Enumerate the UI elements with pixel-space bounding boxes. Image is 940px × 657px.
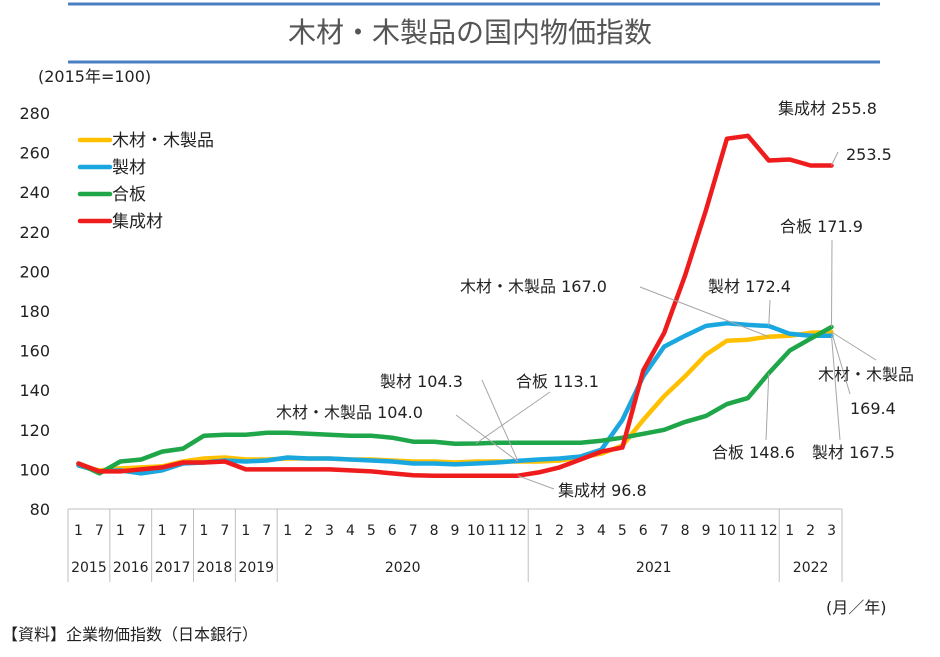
annotation-leader [831,331,877,361]
y-tick-label: 160 [19,342,50,361]
x-month-label: 11 [488,523,506,539]
x-month-label: 5 [618,523,627,539]
x-month-label: 1 [785,523,794,539]
annotation-label: 製材 167.5 [812,443,895,462]
x-month-label: 7 [262,523,271,539]
legend-label: 製材 [112,158,146,178]
x-month-label: 7 [179,523,188,539]
annotation-leader [475,391,551,444]
annotation-label: 木材・木製品 104.0 [276,403,423,422]
y-tick-label: 200 [19,262,50,281]
series-line-2 [76,324,834,476]
y-tick-label: 120 [19,421,50,440]
legend-label: 木材・木製品 [112,131,214,151]
y-tick-label: 140 [19,381,50,400]
x-month-label: 1 [116,523,125,539]
x-month-label: 4 [597,523,606,539]
x-month-label: 1 [534,523,543,539]
x-month-label: 10 [467,523,485,539]
x-month-label: 1 [283,523,292,539]
annotation-label: 集成材 96.8 [558,481,647,500]
annotation-label: 製材 172.4 [708,277,791,296]
legend-label: 集成材 [112,212,163,232]
x-month-label: 4 [346,523,355,539]
y-axis: 80 100 120 140 160 180 200 220 240 260 280 [19,104,50,519]
x-month-label: 5 [367,523,376,539]
x-month-label: 8 [681,523,690,539]
unit-label: (2015年=100) [38,67,151,86]
y-tick-label: 100 [19,460,50,479]
x-year-label: 2015 [71,560,107,576]
x-year-label: 2018 [197,560,233,576]
x-month-label: 6 [639,523,648,539]
x-axis: 1 7 1 7 1 7 1 7 1 7 1 2 3 4 5 6 7 8 9 10 11 12 1 2 3 4 5 6 7 8 9 10 11 12… [67,508,843,582]
x-year-label: 2021 [636,560,672,576]
annotation-leader [831,331,851,395]
x-month-label: 8 [430,523,439,539]
annotations: 集成材 255.8 253.5 合板 171.9 製材 172.4 木材・木製品 167… [276,99,914,500]
x-month-label: 3 [576,523,585,539]
annotation-label: 製材 104.3 [380,372,463,391]
series-line-3 [76,133,834,478]
x-month-label: 3 [325,523,334,539]
y-tick-label: 80 [30,500,50,519]
annotation-leader [517,475,555,490]
x-month-label: 2 [304,523,313,539]
y-tick-label: 280 [19,104,50,123]
x-month-label: 1 [200,523,209,539]
x-month-label: 9 [451,523,460,539]
x-month-label: 11 [739,523,757,539]
annotation-leader [831,151,839,166]
source-note: 【資料】企業物価指数（日本銀行） [2,625,258,644]
annotation-label: 169.4 [850,399,896,418]
x-month-label: 1 [158,523,167,539]
x-month-label: 6 [388,523,397,539]
x-month-label: 9 [702,523,711,539]
x-month-label: 3 [827,523,836,539]
annotation-label: 木材・木製品 [818,365,914,384]
x-year-label: 2020 [385,560,421,576]
annotation-leader [481,379,519,462]
x-month-label: 2 [555,523,564,539]
x-unit-label: (月／年) [826,598,887,617]
x-year-label: 2019 [238,560,274,576]
x-month-label: 12 [509,523,527,539]
series-lines [76,133,834,478]
annotation-leader [768,299,771,327]
annotation-leader [831,239,833,328]
annotation-leader [765,373,770,441]
x-month-label: 2 [806,523,815,539]
x-month-label: 12 [760,523,778,539]
annotation-label: 合板 113.1 [516,372,599,391]
y-tick-label: 260 [19,144,50,163]
chart-title: 木材・木製品の国内物価指数 [288,16,652,49]
x-month-label: 7 [409,523,418,539]
legend-label: 合板 [112,185,146,205]
annotation-label: 集成材 255.8 [778,99,877,118]
annotation-label: 253.5 [846,145,892,164]
annotation-leader [455,414,519,462]
annotation-leader [639,286,769,338]
x-month-label: 7 [660,523,669,539]
x-year-label: 2022 [793,560,829,576]
annotation-leader [831,335,841,441]
annotation-label: 木材・木製品 167.0 [460,277,607,296]
y-tick-label: 180 [19,302,50,321]
y-tick-label: 240 [19,183,50,202]
x-month-label: 1 [241,523,250,539]
x-year-label: 2017 [155,560,191,576]
x-month-label: 7 [137,523,146,539]
annotation-label: 合板 171.9 [780,217,863,236]
x-month-label: 7 [220,523,229,539]
x-year-label: 2016 [113,560,149,576]
y-tick-label: 220 [19,223,50,242]
x-month-label: 10 [718,523,736,539]
x-month-label: 7 [95,523,104,539]
x-month-label: 1 [74,523,83,539]
annotation-label: 合板 148.6 [712,443,795,462]
